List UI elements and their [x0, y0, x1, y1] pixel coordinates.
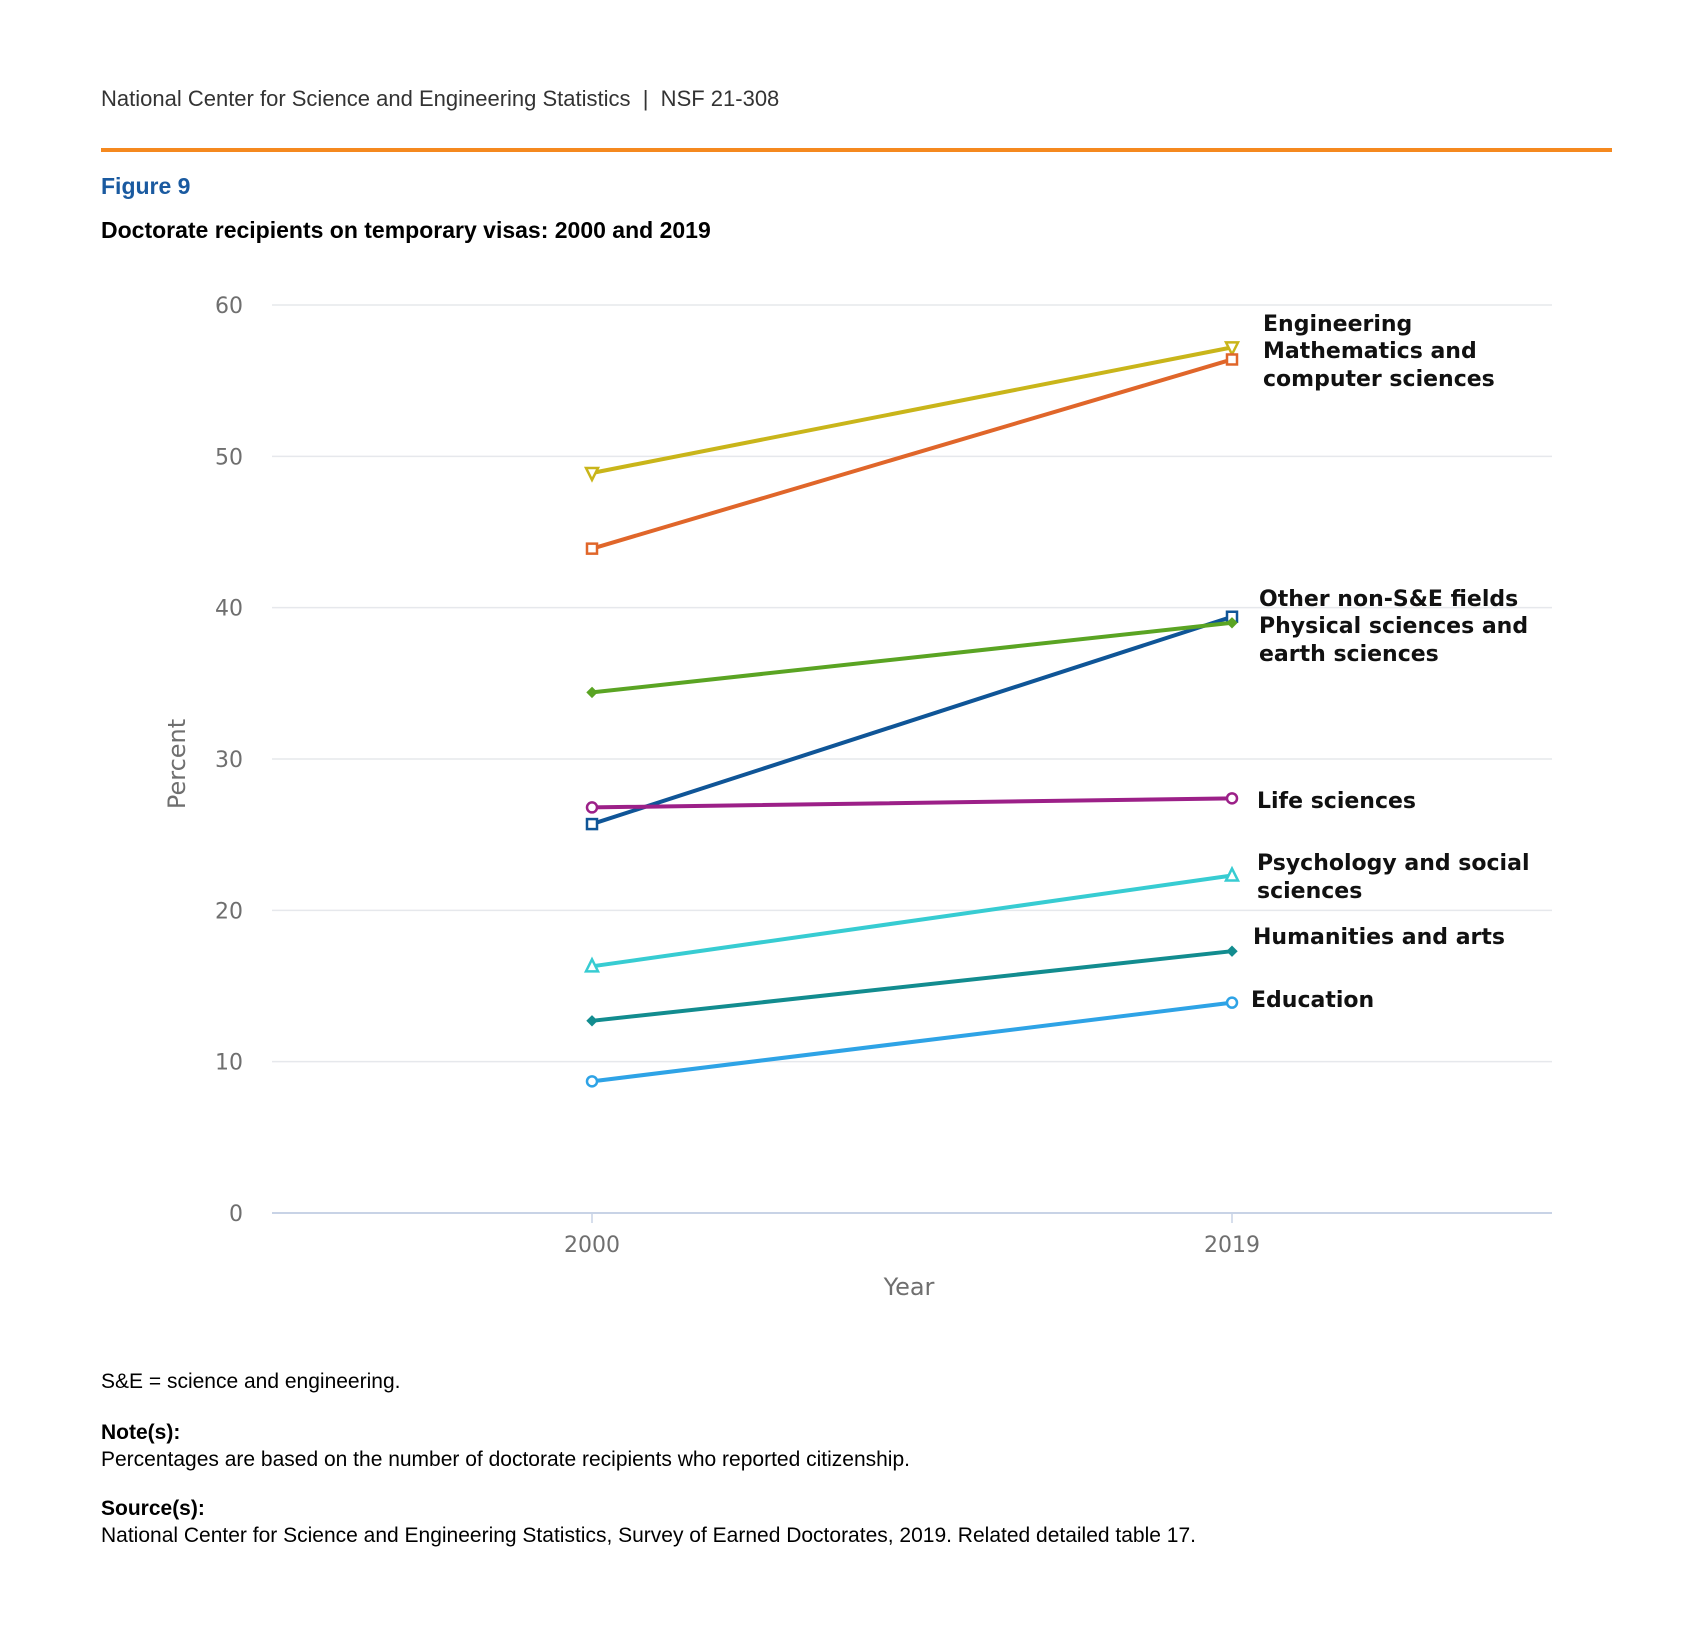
series-label: Humanities and arts [1253, 925, 1505, 950]
series-line [590, 345, 1234, 475]
series-line [590, 949, 1234, 1023]
figure-number: Figure 9 [101, 173, 191, 199]
data-point [586, 1015, 598, 1027]
y-tick-label: 20 [215, 899, 243, 924]
series-line [590, 873, 1234, 969]
series-lines [583, 341, 1241, 1088]
header-rule [101, 148, 1612, 152]
y-tick-label: 40 [215, 597, 243, 622]
line-chart: 0 10 20 30 40 50 60 2000 2019 Percent Year Engi… [163, 294, 1552, 1301]
source-heading: Source(s): [101, 1497, 205, 1520]
source-text: National Center for Science and Engineer… [101, 1524, 1196, 1547]
data-point [1223, 865, 1241, 882]
notes-text: Percentages are based on the number of d… [101, 1448, 910, 1471]
series-line [590, 357, 1234, 551]
y-tick-label: 10 [215, 1051, 243, 1076]
y-tick-label: 60 [215, 294, 243, 319]
series-label: Life sciences [1257, 789, 1416, 814]
series-label: Other non-S&E fields [1259, 587, 1518, 612]
data-point [585, 542, 599, 555]
x-tick-labels: 2000 2019 [564, 1213, 1260, 1258]
data-point [1225, 792, 1239, 805]
series-label: Psychology and social sciences [1257, 851, 1530, 904]
series-line [590, 796, 1234, 810]
series-label: Mathematics and computer sciences [1263, 339, 1495, 392]
abbreviation-note: S&E = science and engineering. [101, 1370, 401, 1393]
series-line [590, 614, 1234, 827]
x-tick-label: 2019 [1204, 1233, 1260, 1258]
data-point [1226, 617, 1238, 629]
series-line [590, 620, 1234, 695]
series-label: Education [1251, 988, 1374, 1013]
data-point [585, 801, 599, 814]
data-point [1225, 996, 1239, 1009]
y-axis-label: Percent [163, 719, 191, 809]
data-point [585, 1075, 599, 1088]
x-tick-label: 2000 [564, 1233, 620, 1258]
y-tick-labels: 0 10 20 30 40 50 60 [215, 294, 243, 1227]
data-point [1223, 341, 1241, 358]
data-point [583, 466, 601, 483]
data-point [1225, 353, 1239, 366]
data-point [586, 686, 598, 699]
y-tick-label: 0 [229, 1202, 243, 1227]
report-header: National Center for Science and Engineer… [101, 86, 780, 111]
series-label: Physical sciences and earth sciences [1259, 614, 1528, 667]
y-tick-label: 30 [215, 748, 243, 773]
y-tick-label: 50 [215, 445, 243, 470]
data-point [583, 956, 601, 973]
series-label: Engineering [1263, 312, 1412, 337]
data-point [585, 817, 599, 831]
series-line [590, 1000, 1234, 1084]
x-axis-label: Year [883, 1273, 935, 1301]
notes-heading: Note(s): [101, 1421, 181, 1444]
gridlines [272, 304, 1552, 1214]
data-point [1226, 945, 1238, 957]
figure-title: Doctorate recipients on temporary visas:… [101, 217, 711, 243]
